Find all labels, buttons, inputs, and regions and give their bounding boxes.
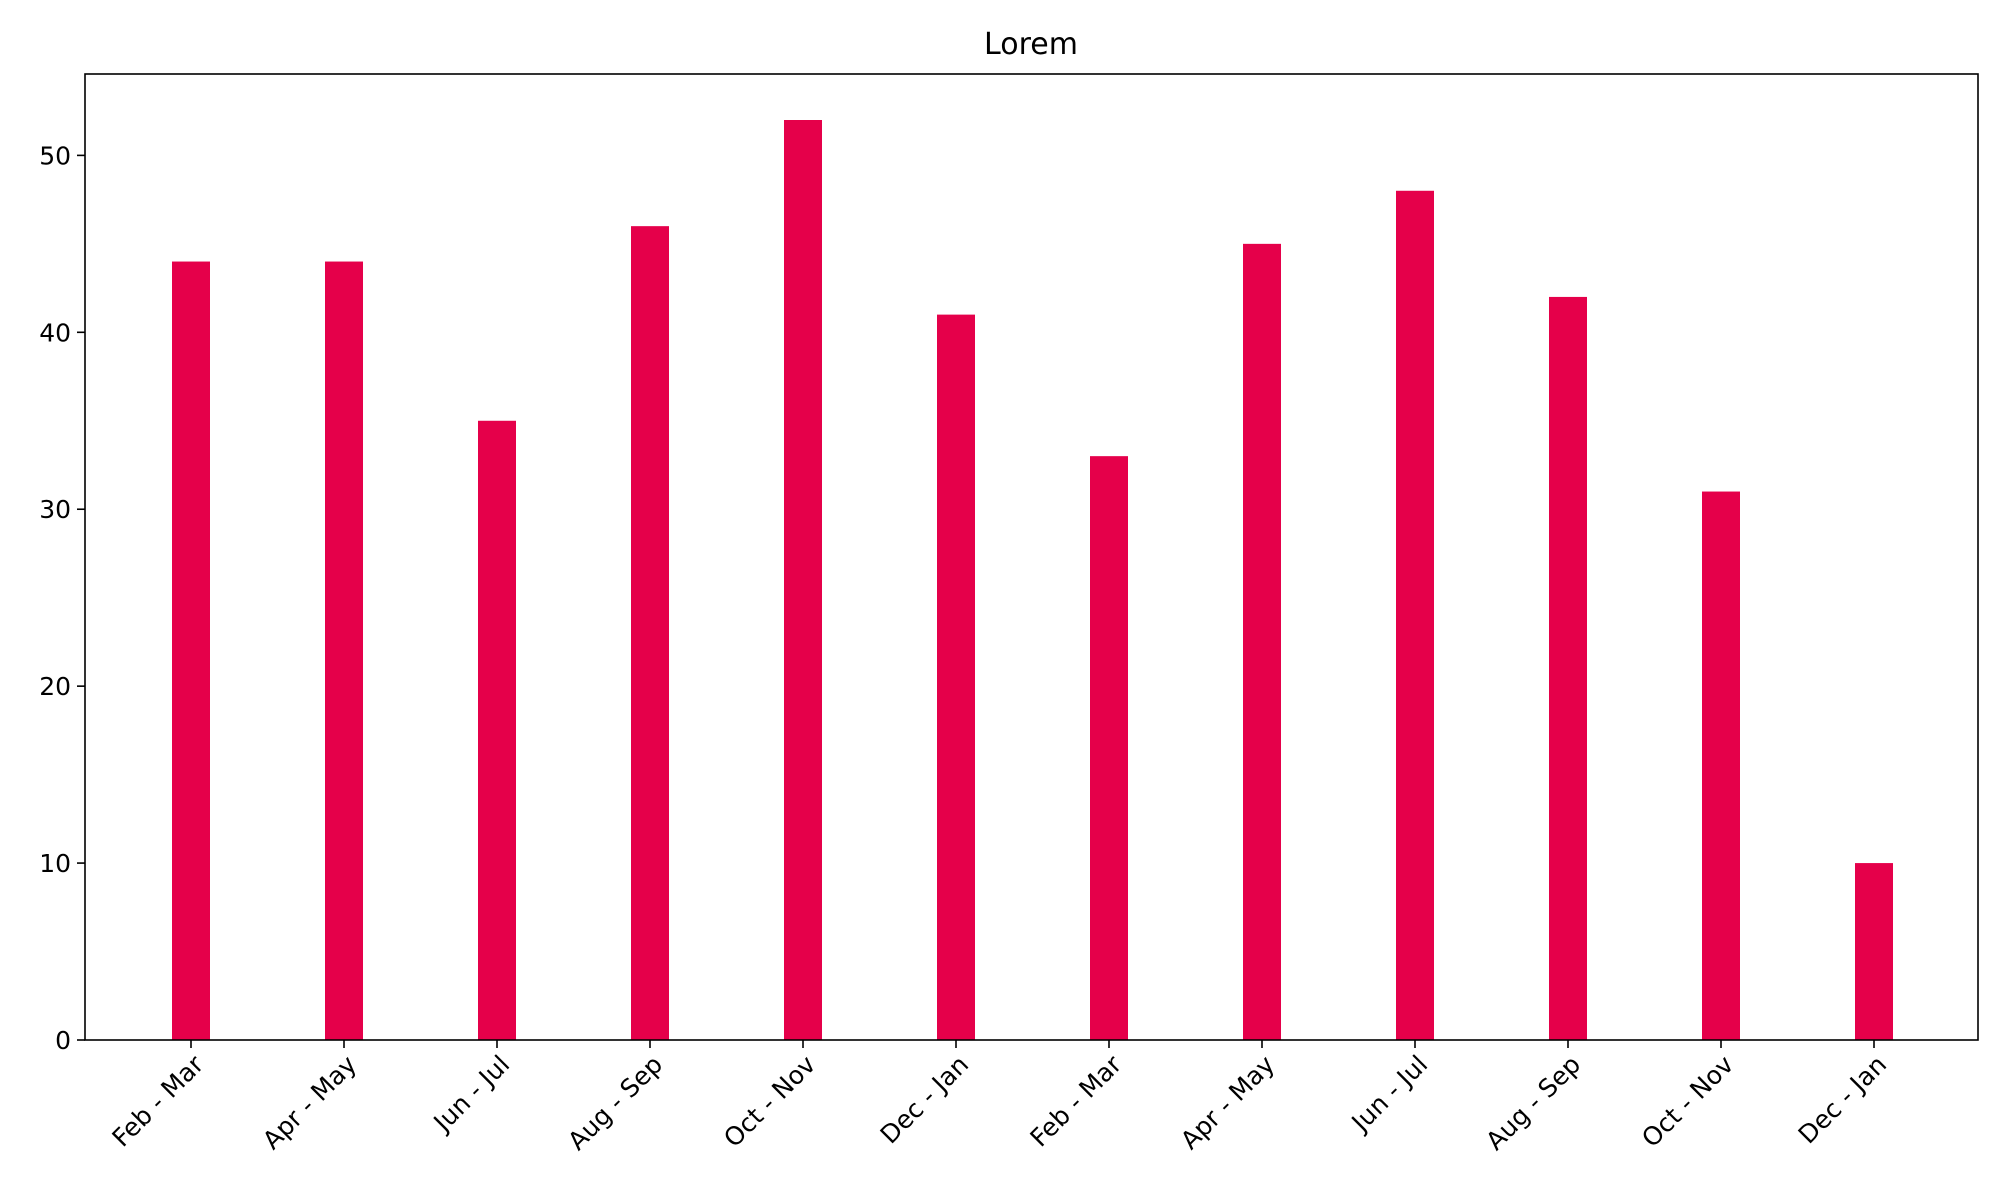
x-tick-label: Dec - Jan — [875, 1050, 975, 1150]
x-tick-label: Oct - Nov — [718, 1050, 821, 1153]
x-tick-label: Aug - Sep — [562, 1050, 668, 1156]
bar — [1855, 863, 1893, 1040]
x-tick-label: Aug - Sep — [1480, 1050, 1586, 1156]
y-tick-label: 50 — [39, 141, 71, 170]
y-tick-label: 0 — [55, 1026, 71, 1055]
chart-title: Lorem — [984, 27, 1078, 62]
bar — [325, 261, 363, 1040]
x-tick-label: Oct - Nov — [1636, 1050, 1739, 1153]
bars-group — [172, 120, 1893, 1041]
bar — [172, 261, 210, 1040]
plot-frame — [84, 73, 1979, 1041]
bar — [478, 420, 516, 1040]
bar — [784, 120, 822, 1040]
bar — [937, 314, 975, 1041]
bar — [1396, 190, 1434, 1040]
x-tick-label: Jun - Jul — [427, 1050, 515, 1138]
y-tick-label: 10 — [39, 849, 71, 878]
y-tick-label: 20 — [39, 672, 71, 701]
x-tick-label: Apr - May — [1175, 1050, 1280, 1155]
x-tick-label: Jun - Jul — [1345, 1050, 1433, 1138]
y-tick-label: 40 — [39, 318, 71, 347]
x-tick-label: Feb - Mar — [1024, 1049, 1127, 1152]
y-axis: 0 10 20 30 40 50 — [39, 141, 85, 1055]
x-tick-label: Feb - Mar — [106, 1049, 209, 1152]
bar — [1549, 296, 1587, 1040]
bar — [1702, 491, 1740, 1040]
y-tick-label: 30 — [39, 495, 71, 524]
bar — [1243, 243, 1281, 1040]
x-tick-label: Dec - Jan — [1793, 1050, 1893, 1150]
x-tick-label: Apr - May — [257, 1050, 362, 1155]
bar — [1090, 456, 1128, 1041]
x-axis: Feb - Mar Apr - May Jun - Jul Aug - Sep Oct … — [106, 1040, 1892, 1156]
bar — [631, 226, 669, 1041]
